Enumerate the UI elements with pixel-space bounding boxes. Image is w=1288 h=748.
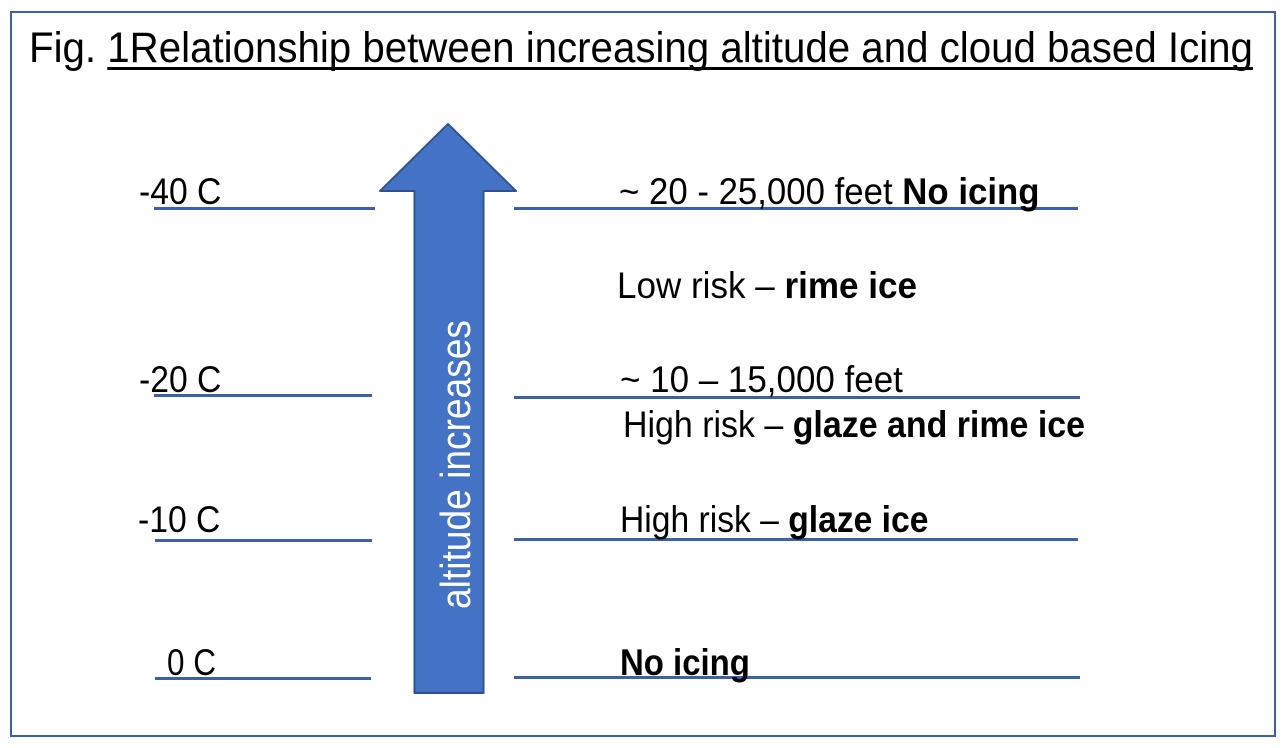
- svg-text:altitude increases: altitude increases: [432, 320, 479, 609]
